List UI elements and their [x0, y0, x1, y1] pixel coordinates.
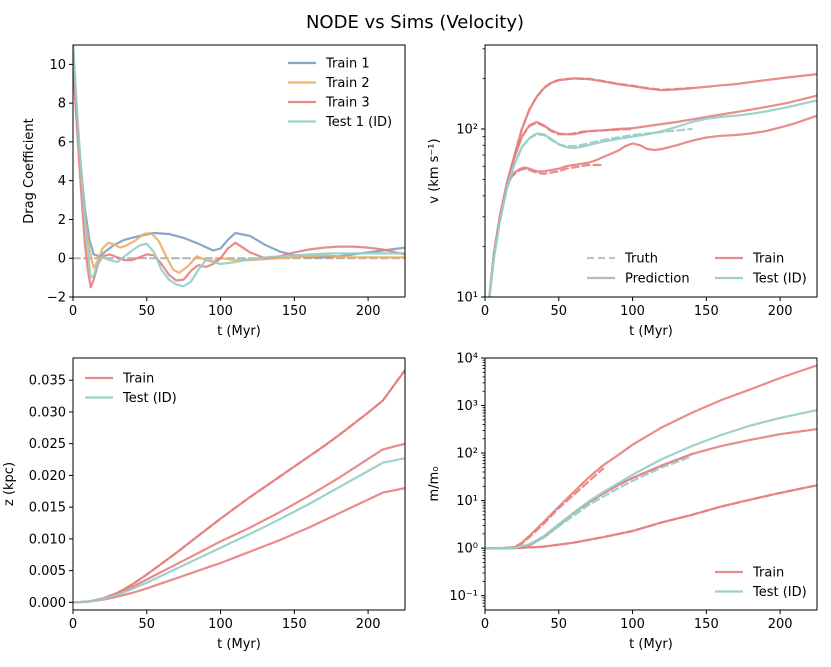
drag-xlabel: t (Myr) — [217, 324, 261, 339]
mass-ytick-label: 10³ — [456, 399, 478, 414]
z-xtick-label: 150 — [282, 617, 307, 632]
velocity-xtick-label: 100 — [620, 304, 645, 319]
z-panel: 0 50 100 150 200 0.000 0.005 0.010 0.015 0.020 0.0… — [2, 357, 406, 652]
velocity-panel: 0 50 100 150 200 10¹ 10² t (Myr) v (km s⁻¹) Truth… — [427, 44, 818, 339]
velocity-frame — [484, 44, 818, 298]
mass-series-test-truth — [485, 455, 693, 550]
velocity-legend-label: Train — [752, 252, 784, 267]
mass-series-train-a — [485, 364, 817, 550]
velocity-xtick-label: 50 — [551, 304, 568, 319]
drag-legend: Train 1 Train 2 Train 3 Test 1 (ID) — [288, 57, 392, 130]
velocity-series-train-b-truth — [488, 121, 634, 297]
drag-series-test-1-id- — [73, 45, 405, 288]
drag-ytick-label: 6 — [58, 135, 66, 150]
z-xtick-label: 50 — [139, 617, 156, 632]
velocity-series-train-a-truth — [488, 77, 693, 297]
drag-ytick-label: 8 — [58, 97, 66, 112]
velocity-series — [488, 72, 817, 297]
z-xtick-label: 100 — [208, 617, 233, 632]
drag-xtick-label: 50 — [139, 304, 156, 319]
z-ylabel: z (kpc) — [2, 462, 17, 506]
z-xtick-label: 200 — [356, 617, 381, 632]
mass-ytick-label: 10² — [456, 447, 478, 462]
velocity-legend: Truth Train Prediction Test (ID) — [587, 252, 807, 287]
z-ytick-label: 0.035 — [29, 374, 66, 389]
mass-ytick-label: 10⁻¹ — [449, 589, 478, 604]
drag-series-train-1 — [73, 45, 405, 259]
z-xtick-label: 0 — [69, 617, 77, 632]
mass-legend-label: Test (ID) — [752, 585, 807, 600]
drag-ytick-label: 2 — [58, 213, 66, 228]
velocity-ytick-label: 10² — [456, 122, 478, 137]
velocity-legend-label: Truth — [624, 252, 658, 267]
z-series-train-c — [73, 487, 405, 604]
z-series-train-b — [73, 442, 405, 604]
mass-ytick-label: 10⁴ — [456, 352, 478, 367]
mass-xtick-label: 100 — [620, 617, 645, 632]
mass-series-test — [485, 409, 817, 550]
velocity-legend-label: Test (ID) — [752, 272, 807, 287]
drag-legend-label: Train 1 — [325, 57, 370, 72]
z-legend-label: Test (ID) — [122, 391, 177, 406]
velocity-legend-label: Prediction — [625, 272, 690, 287]
drag-ytick-label: 0 — [58, 252, 66, 267]
mass-panel: 0 50 100 150 200 10⁻¹ 10⁰ 10¹ 10² 10³ 10⁴ t (Myr) m/… — [427, 352, 818, 652]
z-ytick-label: 0.015 — [29, 501, 66, 516]
mass-xtick-label: 150 — [694, 617, 719, 632]
mass-legend-label: Train — [752, 566, 784, 581]
mass-ytick-label: 10⁰ — [456, 542, 478, 557]
figure-title: NODE vs Sims (Velocity) — [306, 12, 524, 33]
drag-legend-label: Test 1 (ID) — [325, 115, 392, 130]
velocity-xlabel: t (Myr) — [629, 324, 673, 339]
drag-xtick-label: 150 — [282, 304, 307, 319]
drag-series — [73, 45, 405, 289]
mass-legend: Train Test (ID) — [715, 566, 807, 600]
z-ytick-label: 0.005 — [29, 564, 66, 579]
drag-ytick-label: 10 — [49, 58, 66, 73]
velocity-xtick-label: 0 — [481, 304, 489, 319]
z-ytick-label: 0.020 — [29, 469, 66, 484]
z-ytick-label: 0.025 — [29, 437, 66, 452]
drag-ylabel: Drag Coefficient — [22, 118, 37, 223]
velocity-ytick-label: 10¹ — [456, 291, 478, 306]
z-legend-label: Train — [122, 372, 154, 387]
mass-xtick-label: 0 — [481, 617, 489, 632]
z-series-train-a-truth — [73, 369, 405, 604]
velocity-series-train-b — [488, 94, 817, 297]
z-ytick-label: 0.000 — [29, 596, 66, 611]
z-xlabel: t (Myr) — [217, 637, 261, 652]
drag-legend-label: Train 2 — [325, 76, 370, 91]
velocity-ylabel: v (km s⁻¹) — [427, 138, 442, 203]
mass-xtick-label: 200 — [768, 617, 793, 632]
velocity-series-train-c — [488, 114, 817, 297]
drag-xtick-label: 100 — [208, 304, 233, 319]
velocity-series-test-truth — [488, 127, 693, 297]
mass-ylabel: m/m₀ — [427, 467, 442, 502]
drag-frame — [72, 44, 406, 298]
velocity-xtick-label: 150 — [694, 304, 719, 319]
mass-ytick-label: 10¹ — [456, 494, 478, 509]
drag-ytick-label: 4 — [58, 174, 66, 189]
drag-xtick-label: 200 — [356, 304, 381, 319]
mass-series-train-c-truth — [485, 484, 817, 550]
mass-series — [485, 364, 817, 550]
mass-xtick-label: 50 — [551, 617, 568, 632]
drag-ytick-label: −2 — [47, 291, 66, 306]
z-ytick-label: 0.010 — [29, 532, 66, 547]
mass-frame — [484, 357, 818, 611]
mass-xlabel: t (Myr) — [629, 637, 673, 652]
drag-xtick-label: 0 — [69, 304, 77, 319]
z-series — [73, 369, 405, 604]
z-series-test — [73, 457, 405, 604]
velocity-xtick-label: 200 — [768, 304, 793, 319]
z-legend: Train Test (ID) — [85, 372, 177, 406]
z-frame — [72, 357, 406, 611]
drag-legend-label: Train 3 — [325, 96, 370, 111]
z-ytick-label: 0.030 — [29, 405, 66, 420]
